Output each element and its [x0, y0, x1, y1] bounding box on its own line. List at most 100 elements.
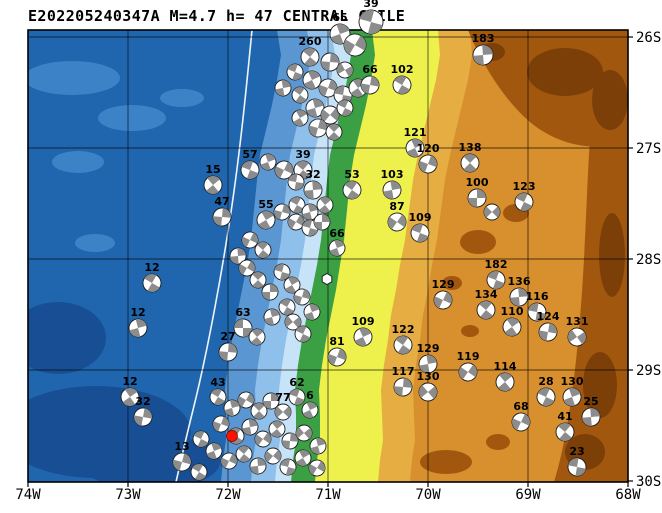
beachball-quadrant	[411, 224, 424, 233]
beachball-quadrant	[192, 464, 203, 472]
beachball-quadrant	[275, 88, 285, 96]
beachball-quadrant	[229, 400, 240, 408]
focal-mechanism-beachball	[328, 239, 346, 257]
x-axis-label: 71W	[315, 487, 341, 503]
beachball-quadrant	[403, 378, 412, 388]
beachball-quadrant	[563, 397, 576, 406]
beachball-quadrant	[257, 458, 266, 466]
beachball-quadrant	[285, 467, 296, 475]
focal-mechanism-beachball	[223, 399, 241, 417]
beachball-quadrant	[213, 421, 221, 432]
beachball-quadrant	[314, 222, 322, 230]
focal-mechanism-beachball	[300, 47, 320, 67]
map-frame	[27, 29, 629, 483]
beachball-quadrant	[484, 206, 492, 218]
beachball-quadrant	[214, 397, 225, 405]
beachball-quadrant	[468, 198, 477, 207]
focal-mechanism-beachball	[483, 203, 501, 221]
beachball-quadrant	[242, 427, 252, 435]
beachball-quadrant	[350, 88, 364, 97]
beachball-depth-label: 138	[459, 141, 482, 154]
focal-mechanism-beachball	[240, 160, 260, 180]
focal-mechanism-beachball	[358, 9, 384, 35]
focal-mechanism-beachball	[387, 212, 407, 232]
beachball-quadrant	[419, 160, 428, 173]
beachball-quadrant	[293, 87, 305, 95]
beachball-quadrant	[299, 450, 310, 458]
beachball-quadrant	[310, 446, 321, 454]
beachball-quadrant	[288, 277, 299, 285]
focal-mechanism-beachball	[467, 188, 487, 208]
beachball-quadrant	[515, 193, 528, 202]
beachball-quadrant	[275, 406, 283, 418]
beachball-depth-label: 68	[513, 400, 528, 413]
focal-mechanism-beachball	[286, 63, 304, 81]
beachball-quadrant	[416, 233, 429, 242]
focal-mechanism-beachball	[360, 75, 380, 95]
mountain-dark-patch	[592, 70, 628, 130]
focal-mechanism-beachball	[241, 231, 259, 249]
focal-mechanism-beachball	[301, 401, 319, 419]
beachball-quadrant	[261, 211, 274, 220]
beachball-quadrant	[559, 432, 572, 441]
beachball-quadrant	[282, 204, 290, 215]
beachball-quadrant	[238, 396, 246, 407]
beachball-quadrant	[273, 449, 281, 462]
y-axis-label: 27S	[636, 141, 661, 157]
beachball-depth-label: 25	[583, 395, 598, 408]
beachball-quadrant	[321, 61, 330, 71]
beachball-depth-label: 32	[135, 395, 150, 408]
beachball-quadrant	[582, 417, 592, 426]
beachball-quadrant	[308, 71, 321, 80]
beachball-quadrant	[289, 389, 300, 397]
beachball-quadrant	[506, 318, 520, 327]
beachball-quadrant	[304, 57, 317, 66]
beachball-depth-label: 129	[417, 342, 440, 355]
focal-mechanism-beachball	[281, 432, 299, 450]
focal-mechanism-beachball	[279, 458, 297, 476]
beachball-quadrant	[397, 345, 411, 354]
beachball-depth-label: 103	[381, 168, 404, 181]
beachball-quadrant	[269, 309, 280, 317]
focal-mechanism-beachball	[536, 387, 556, 407]
focal-mechanism-beachball	[305, 98, 325, 118]
focal-mechanism-beachball	[502, 317, 522, 337]
beachball-quadrant	[498, 382, 511, 391]
focal-mechanism-beachball	[133, 407, 153, 427]
beachball-quadrant	[302, 289, 310, 300]
beachball-quadrant	[262, 292, 270, 300]
beachball-quadrant	[344, 181, 358, 190]
beachball-quadrant	[315, 438, 326, 446]
focal-mechanism-beachball	[238, 259, 256, 277]
beachball-quadrant	[251, 329, 264, 337]
focal-mechanism-beachball	[313, 213, 331, 231]
beachball-quadrant	[293, 118, 304, 126]
beachball-depth-label: 53	[344, 168, 359, 181]
beachball-quadrant	[281, 80, 291, 88]
beachball-quadrant	[330, 53, 339, 63]
focal-mechanism-beachball	[581, 407, 601, 427]
beachball-depth-label: 124	[537, 310, 560, 323]
beachball-quadrant	[258, 220, 271, 229]
focal-mechanism-beachball	[392, 75, 412, 95]
beachball-quadrant	[309, 125, 318, 137]
beachball-quadrant	[294, 397, 305, 405]
x-axis-label: 74W	[15, 487, 41, 503]
beachball-quadrant	[275, 166, 284, 179]
focal-mechanism-beachball	[329, 23, 351, 45]
focal-mechanism-beachball	[241, 418, 259, 436]
focal-mechanism-beachball	[192, 430, 210, 448]
beachball-depth-label: 63	[235, 306, 250, 319]
beachball-quadrant	[302, 212, 313, 220]
beachball-quadrant	[243, 328, 252, 337]
beachball-quadrant	[428, 155, 437, 168]
beachball-quadrant	[317, 461, 325, 472]
beachball-quadrant	[590, 408, 600, 417]
beachball-depth-label: 116	[526, 290, 549, 303]
beachball-quadrant	[482, 45, 493, 55]
focal-mechanism-beachball	[343, 33, 367, 57]
beachball-quadrant	[271, 421, 284, 429]
beachball-quadrant	[309, 464, 317, 475]
focal-mechanism-beachball	[128, 318, 148, 338]
